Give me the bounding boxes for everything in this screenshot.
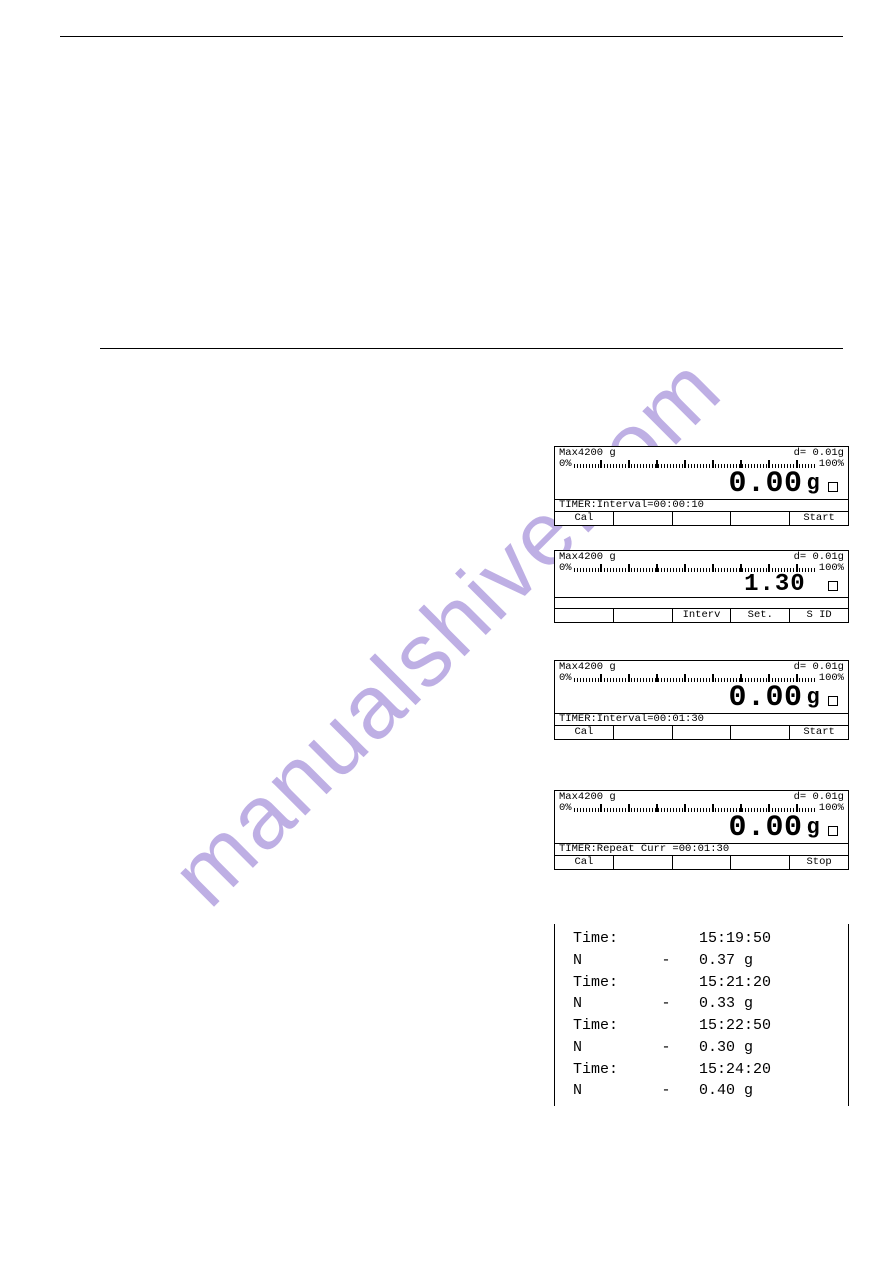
softkey-row: Cal Start xyxy=(555,512,848,525)
reading: 0.00 xyxy=(728,683,802,713)
softkey-4[interactable] xyxy=(731,726,790,739)
pct0: 0% xyxy=(559,803,572,814)
softkey-1[interactable] xyxy=(555,609,614,622)
print-row: Time: 15:22:50 xyxy=(573,1015,842,1037)
pct100: 100% xyxy=(819,562,844,574)
print-sep: - xyxy=(651,993,681,1015)
softkey-2[interactable] xyxy=(614,609,673,622)
unit: g xyxy=(806,473,819,495)
unit: g xyxy=(806,817,819,839)
print-label: N xyxy=(573,993,651,1015)
softkey-3[interactable] xyxy=(673,726,732,739)
print-label: Time: xyxy=(573,1015,651,1037)
pct0: 0% xyxy=(559,459,572,470)
stable-icon xyxy=(828,696,838,706)
unit: g xyxy=(806,687,819,709)
reading: 1.30 xyxy=(744,573,806,597)
print-label: N xyxy=(573,1037,651,1059)
print-val: 15:24:20 xyxy=(681,1059,842,1081)
stable-icon xyxy=(828,581,838,591)
print-val: 0.33 g xyxy=(681,993,842,1015)
capacity-bar xyxy=(574,460,817,468)
softkey-2[interactable] xyxy=(614,856,673,869)
softkey-4[interactable] xyxy=(731,512,790,525)
print-val: 15:22:50 xyxy=(681,1015,842,1037)
print-sep xyxy=(651,1059,681,1081)
softkey-4[interactable] xyxy=(731,856,790,869)
timer-line: TIMER:Repeat Curr =00:01:30 xyxy=(555,843,848,856)
pct100: 100% xyxy=(819,802,844,814)
pct0: 0% xyxy=(559,563,572,574)
softkey-3[interactable] xyxy=(673,856,732,869)
print-row: N-0.37 g xyxy=(573,950,842,972)
print-row: Time: 15:24:20 xyxy=(573,1059,842,1081)
capacity-bar xyxy=(574,564,817,572)
softkey-start[interactable]: Start xyxy=(790,726,848,739)
softkey-3[interactable] xyxy=(673,512,732,525)
stable-icon xyxy=(828,482,838,492)
softkey-interv[interactable]: Interv xyxy=(673,609,732,622)
print-row: Time: 15:21:20 xyxy=(573,972,842,994)
softkey-sid[interactable]: S ID xyxy=(790,609,848,622)
print-sep xyxy=(651,928,681,950)
pct0: 0% xyxy=(559,673,572,684)
lcd-panel-4: Max4200 g d= 0.01g 0% 100% 0.00g TIMER:R… xyxy=(554,790,849,870)
print-label: Time: xyxy=(573,928,651,950)
pct100-wrap: 100% xyxy=(819,459,844,470)
reading: 0.00 xyxy=(728,469,802,499)
timer-line: TIMER:Interval=00:00:10 xyxy=(555,499,848,512)
print-row: N-0.33 g xyxy=(573,993,842,1015)
print-row: Time: 15:19:50 xyxy=(573,928,842,950)
capacity-bar xyxy=(574,804,817,812)
softkey-2[interactable] xyxy=(614,512,673,525)
max-label: Max4200 g xyxy=(559,792,616,803)
printout-block: Time:15:19:50 N-0.37 g Time:15:21:20 N-0… xyxy=(554,924,849,1106)
lcd-panel-1: Max4200 g d= 0.01g 0% 100% 0.00g TIMER:I… xyxy=(554,446,849,526)
softkey-row: Cal Stop xyxy=(555,856,848,869)
print-row: N-0.30 g xyxy=(573,1037,842,1059)
softkey-2[interactable] xyxy=(614,726,673,739)
print-sep: - xyxy=(651,1037,681,1059)
print-row: N-0.40 g xyxy=(573,1080,842,1102)
lcd-panel-3: Max4200 g d= 0.01g 0% 100% 0.00g TIMER:I… xyxy=(554,660,849,740)
print-val: 0.37 g xyxy=(681,950,842,972)
softkey-cal[interactable]: Cal xyxy=(555,726,614,739)
pct100-wrap: 100% xyxy=(819,563,844,574)
softkey-row: Cal Start xyxy=(555,726,848,739)
print-label: N xyxy=(573,1080,651,1102)
print-label: Time: xyxy=(573,1059,651,1081)
print-val: 15:19:50 xyxy=(681,928,842,950)
reading: 0.00 xyxy=(728,813,802,843)
print-label: Time: xyxy=(573,972,651,994)
max-label: Max4200 g xyxy=(559,552,616,563)
print-sep: - xyxy=(651,1080,681,1102)
pct100-wrap: 100% xyxy=(819,673,844,684)
lcd-panel-2: Max4200 g d= 0.01g 0% 100% 1.30 Interv S… xyxy=(554,550,849,623)
pct100-wrap: 100% xyxy=(819,803,844,814)
top-rule xyxy=(60,36,843,37)
softkey-cal[interactable]: Cal xyxy=(555,512,614,525)
mid-rule xyxy=(100,348,843,349)
stable-icon xyxy=(828,826,838,836)
capacity-bar xyxy=(574,674,817,682)
softkey-start[interactable]: Start xyxy=(790,512,848,525)
max-label: Max4200 g xyxy=(559,448,616,459)
softkey-set[interactable]: Set. xyxy=(731,609,790,622)
softkey-cal[interactable]: Cal xyxy=(555,856,614,869)
print-val: 0.40 g xyxy=(681,1080,842,1102)
print-sep xyxy=(651,972,681,994)
pct100: 100% xyxy=(819,672,844,684)
print-val: 15:21:20 xyxy=(681,972,842,994)
softkey-row: Interv Set. S ID xyxy=(555,608,848,622)
softkey-stop[interactable]: Stop xyxy=(790,856,848,869)
print-sep: - xyxy=(651,950,681,972)
print-sep xyxy=(651,1015,681,1037)
print-val: 0.30 g xyxy=(681,1037,842,1059)
pct100: 100% xyxy=(819,458,844,470)
print-label: N xyxy=(573,950,651,972)
timer-line: TIMER:Interval=00:01:30 xyxy=(555,713,848,726)
max-label: Max4200 g xyxy=(559,662,616,673)
